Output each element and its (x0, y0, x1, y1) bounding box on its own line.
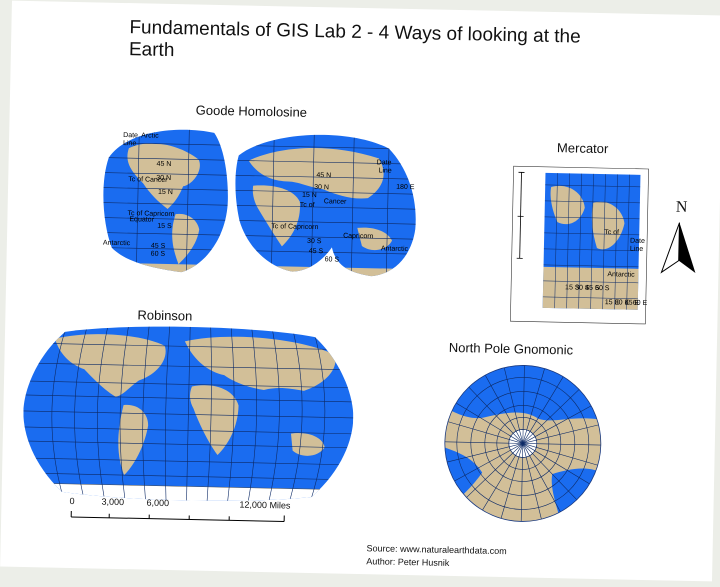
robinson-map (22, 323, 356, 505)
goode-label: 180 E (396, 184, 415, 191)
goode-label: 30 N (314, 184, 329, 191)
goode-label: 45 S (309, 248, 324, 255)
author-credit: Author: Peter Husnik (366, 556, 449, 568)
north-arrow-icon (661, 222, 696, 273)
goode-label: 15 N (158, 189, 173, 196)
gnomonic-map (441, 362, 604, 525)
goode-label: 15 S (157, 223, 172, 230)
scale-tick-3000: 3,000 (101, 497, 124, 507)
goode-label: Line (378, 167, 391, 174)
goode-label: Tc of Capricorn (127, 210, 174, 218)
scale-tick-12000-miles: 12,000 Miles (239, 500, 290, 511)
goode-label: 60 S (325, 256, 340, 263)
goode-label: 45 N (316, 172, 331, 179)
goode-label: Tc of (300, 202, 315, 209)
goode-label: Antarctic (103, 240, 131, 248)
goode-label: Date (123, 132, 138, 139)
scale-tick-0: 0 (69, 496, 74, 506)
mercator-title: Mercator (557, 140, 609, 156)
goode-label: 45 S (151, 243, 166, 250)
robinson-title: Robinson (137, 307, 192, 323)
goode-label: Antarctic (381, 245, 409, 253)
goode-label: 15 N (302, 192, 317, 199)
goode-label: 60 S (151, 251, 166, 258)
mercator-label: 60 S (595, 285, 610, 292)
mercator-label: Antarctic (607, 271, 635, 279)
page-title: Fundamentals of GIS Lab 2 - 4 Ways of lo… (129, 17, 590, 71)
source-credit: Source: www.naturalearthdata.com (366, 543, 506, 556)
goode-label: Cancer (324, 198, 347, 205)
mercator-label: 60 E (633, 300, 648, 307)
gnomonic-ocean-3 (551, 468, 603, 525)
mercator-label: Tc of (604, 229, 619, 236)
goode-label: Tc of Cancer (128, 176, 168, 184)
mercator-label: Line (630, 246, 643, 253)
robinson-scale-bar (69, 507, 299, 532)
goode-label: 45 N (157, 161, 172, 168)
goode-title: Goode Homolosine (196, 103, 308, 120)
goode-label: Date (377, 159, 392, 166)
goode-label: 30 S (307, 238, 322, 245)
gnomonic-title: North Pole Gnomonic (449, 340, 574, 358)
scale-tick-6000: 6,000 (146, 498, 169, 508)
goode-label: Tc of Capricorn (271, 223, 318, 231)
goode-label: Capricorn (343, 233, 374, 241)
north-arrow-label: N (676, 199, 688, 217)
goode-label: Line (123, 140, 136, 147)
goode-label: Arctic (141, 132, 159, 139)
mercator-label: Date (630, 238, 645, 245)
